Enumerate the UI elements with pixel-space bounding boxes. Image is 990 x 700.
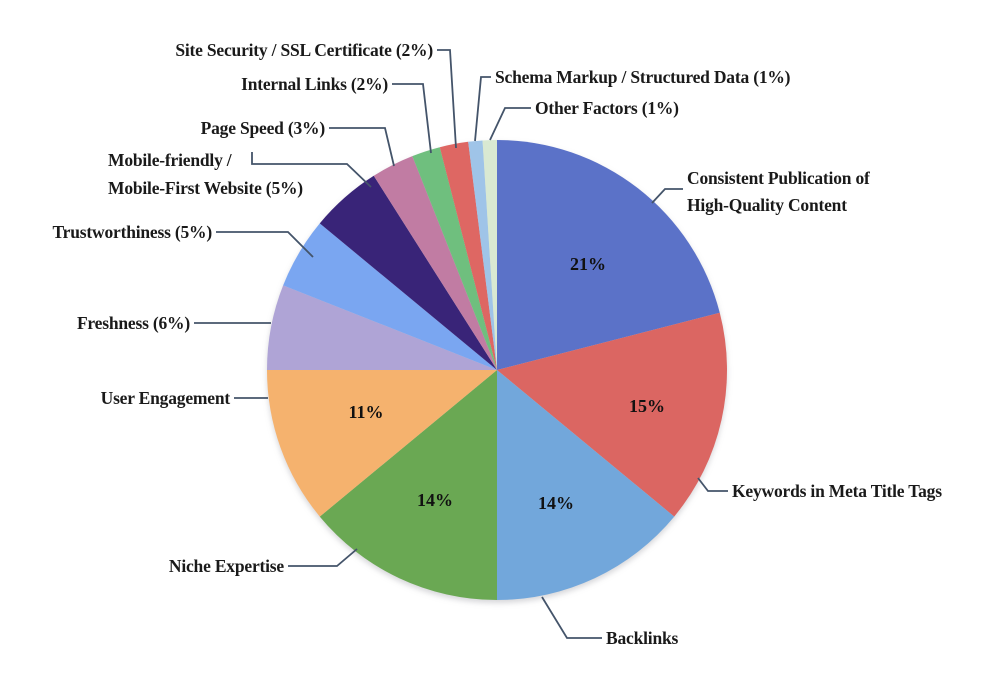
pie-slice-niche-expertise <box>319 370 497 601</box>
leader-line-keywords-meta-title-tags <box>697 477 728 492</box>
slice-label-site-security-ssl-certificate: Site Security / SSL Certificate (2%) <box>175 40 433 60</box>
slice-label-schema-markup-structured-data: Schema Markup / Structured Data (1%) <box>495 67 791 87</box>
slice-label-consistent-publication-line2: High-Quality Content <box>687 195 847 215</box>
pie-slice-freshness <box>267 285 497 370</box>
pie-slice-schema-markup-structured-data <box>468 140 497 370</box>
leader-line-site-security-ssl-certificate <box>437 49 457 149</box>
slice-label-mobile-friendly-mobile-first-website-line1: Mobile-friendly / <box>108 150 233 170</box>
leader-line-schema-markup-structured-data <box>474 76 491 142</box>
pie-slice-internal-links <box>412 147 497 370</box>
pie-slice-other-factors <box>482 139 497 370</box>
slice-label-backlinks: Backlinks <box>606 628 679 648</box>
pie-slice-site-security-ssl-certificate <box>439 141 497 370</box>
slice-label-niche-expertise: Niche Expertise <box>169 556 285 576</box>
slice-label-user-engagement: User Engagement <box>101 388 231 408</box>
slice-label-keywords-meta-title-tags: Keywords in Meta Title Tags <box>732 481 942 501</box>
leader-lines <box>194 49 728 639</box>
leader-line-internal-links <box>392 83 432 154</box>
percent-label-user-engagement: 11% <box>348 402 383 422</box>
slice-label-consistent-publication-line1: Consistent Publication of <box>687 168 870 188</box>
pie-slice-backlinks <box>497 370 675 600</box>
percent-labels: 21% 15% 14% 14% 11% <box>348 254 665 513</box>
pie-slice-page-speed <box>373 156 497 370</box>
leader-line-niche-expertise <box>288 548 358 567</box>
slice-label-mobile-friendly-mobile-first-website-line2: Mobile-First Website (5%) <box>108 178 303 198</box>
percent-label-consistent-publication: 21% <box>570 254 606 274</box>
pie-slice-consistent-publication <box>497 140 720 370</box>
leader-line-page-speed <box>329 127 395 167</box>
leader-line-mobile-friendly-mobile-first-website <box>251 152 372 188</box>
slice-labels: Consistent Publication of High-Quality Co… <box>53 40 943 648</box>
pie-slices <box>267 139 727 601</box>
leader-line-other-factors <box>489 107 531 141</box>
leader-line-consistent-publication <box>651 188 683 204</box>
slice-label-page-speed: Page Speed (3%) <box>201 118 326 138</box>
slice-label-freshness: Freshness (6%) <box>77 313 190 333</box>
percent-label-backlinks: 14% <box>538 493 574 513</box>
slice-label-trustworthiness: Trustworthiness (5%) <box>53 222 213 242</box>
percent-label-keywords-meta-title-tags: 15% <box>629 396 665 416</box>
slice-label-internal-links: Internal Links (2%) <box>241 74 388 94</box>
pie-slice-trustworthiness <box>283 223 497 370</box>
pie-slice-user-engagement <box>267 370 497 517</box>
percent-label-niche-expertise: 14% <box>417 490 453 510</box>
pie-slice-keywords-meta-title-tags <box>497 312 727 517</box>
leader-line-backlinks <box>541 596 602 639</box>
leader-line-trustworthiness <box>216 231 314 258</box>
slice-label-other-factors: Other Factors (1%) <box>535 98 679 118</box>
pie-slice-mobile-friendly-mobile-first-website <box>319 175 497 370</box>
